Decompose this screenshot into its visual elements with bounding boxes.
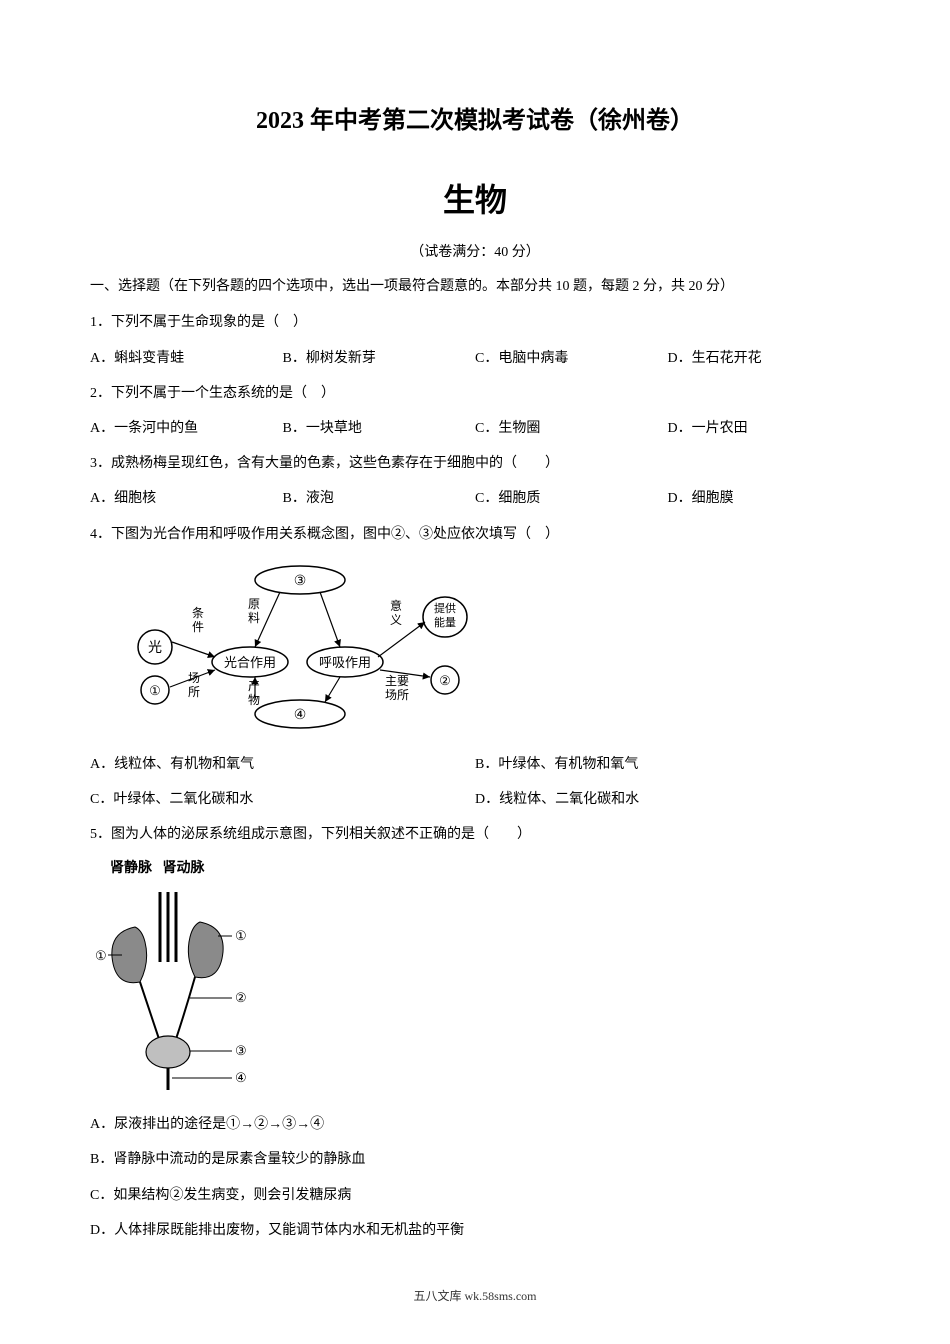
q4-options-1: A．线粒体、有机物和氧气 B．叶绿体、有机物和氧气 (90, 752, 860, 777)
q2-opt-a: A．一条河中的鱼 (90, 416, 283, 441)
marker-2: ② (235, 990, 247, 1005)
node-3: ③ (294, 574, 307, 589)
q4-opt-d: D．线粒体、二氧化碳和水 (475, 787, 860, 812)
label-tiaojian: 条 (192, 606, 204, 620)
node-light: 光 (148, 640, 162, 656)
svg-text:能量: 能量 (434, 615, 456, 629)
marker-1-left: ① (95, 948, 107, 963)
q1-stem: 1．下列不属于生命现象的是（ ） (90, 310, 860, 335)
q4-stem: 4．下图为光合作用和呼吸作用关系概念图，图中②、③处应依次填写（ ） (90, 522, 860, 547)
q1-opt-c: C．电脑中病毒 (475, 346, 668, 371)
q2-opt-d: D．一片农田 (668, 416, 861, 441)
q3-stem: 3．成熟杨梅呈现红色，含有大量的色素，这些色素存在于细胞中的（ ） (90, 451, 860, 476)
q3-opt-d: D．细胞膜 (668, 486, 861, 511)
q5-opt-c: C．如果结构②发生病变，则会引发糖尿病 (90, 1183, 860, 1208)
svg-text:主要: 主要 (385, 674, 409, 688)
node-respiration: 呼吸作用 (319, 655, 371, 670)
q3-opt-b: B．液泡 (283, 486, 476, 511)
q1-opt-b: B．柳树发新芽 (283, 346, 476, 371)
svg-text:料: 料 (248, 611, 260, 625)
q5-diagram: ① ① ② ③ ④ (90, 892, 860, 1097)
q2-opt-c: C．生物圈 (475, 416, 668, 441)
svg-text:提供: 提供 (434, 601, 456, 615)
node-4: ④ (294, 708, 307, 723)
node-1: ① (149, 683, 161, 698)
label-renal-artery: 肾动脉 (163, 861, 205, 876)
marker-3: ③ (235, 1043, 247, 1058)
q1-options: A．蝌蚪变青蛙 B．柳树发新芽 C．电脑中病毒 D．生石花开花 (90, 346, 860, 371)
marker-1: ① (235, 928, 247, 943)
score-info: （试卷满分：40 分） (90, 241, 860, 261)
node-2: ② (439, 673, 451, 688)
q4-opt-a: A．线粒体、有机物和氧气 (90, 752, 475, 777)
exam-title: 2023 年中考第二次模拟考试卷（徐州卷） (90, 100, 860, 135)
q2-options: A．一条河中的鱼 B．一块草地 C．生物圈 D．一片农田 (90, 416, 860, 441)
q3-options: A．细胞核 B．液泡 C．细胞质 D．细胞膜 (90, 486, 860, 511)
q2-stem: 2．下列不属于一个生态系统的是（ ） (90, 381, 860, 406)
q5-opt-b: B．肾静脉中流动的是尿素含量较少的静脉血 (90, 1147, 860, 1172)
svg-text:意: 意 (390, 598, 402, 613)
svg-text:所: 所 (188, 685, 200, 699)
q5-stem: 5．图为人体的泌尿系统组成示意图，下列相关叙述不正确的是（ ） (90, 822, 860, 847)
q1-opt-d: D．生石花开花 (668, 346, 861, 371)
svg-text:义: 义 (390, 613, 402, 627)
svg-text:物: 物 (248, 693, 260, 707)
svg-text:产: 产 (248, 679, 260, 693)
q5-opt-d: D．人体排尿既能排出废物，又能调节体内水和无机盐的平衡 (90, 1218, 860, 1243)
q3-opt-a: A．细胞核 (90, 486, 283, 511)
q4-diagram: ③ ④ 光 ① 光合作用 呼吸作用 ② 提供 能量 条 件 原 料 场 所 产 … (130, 562, 860, 737)
marker-4: ④ (235, 1070, 247, 1085)
svg-text:场所: 场所 (385, 688, 409, 702)
section-1-header: 一、选择题（在下列各题的四个选项中，选出一项最符合题意的。本部分共 10 题，每… (90, 276, 860, 298)
q4-opt-b: B．叶绿体、有机物和氧气 (475, 752, 860, 777)
concept-map-icon: ③ ④ 光 ① 光合作用 呼吸作用 ② 提供 能量 条 件 原 料 场 所 产 … (130, 562, 470, 732)
label-renal-vein: 肾静脉 (110, 861, 152, 876)
q5-opt-a: A．尿液排出的途径是①→②→③→④ (90, 1112, 860, 1137)
q1-opt-a: A．蝌蚪变青蛙 (90, 346, 283, 371)
q4-options-2: C．叶绿体、二氧化碳和水 D．线粒体、二氧化碳和水 (90, 787, 860, 812)
q2-opt-b: B．一块草地 (283, 416, 476, 441)
q5-vessel-labels: 肾静脉 肾动脉 (110, 857, 860, 877)
node-photosynthesis: 光合作用 (224, 655, 276, 670)
q4-opt-c: C．叶绿体、二氧化碳和水 (90, 787, 475, 812)
svg-text:件: 件 (192, 620, 204, 634)
urinary-system-icon: ① ① ② ③ ④ (90, 892, 260, 1092)
page-footer: 五八文库 wk.58sms.com (0, 1287, 950, 1304)
subject-title: 生物 (90, 175, 860, 221)
svg-text:原: 原 (248, 597, 260, 611)
q3-opt-c: C．细胞质 (475, 486, 668, 511)
